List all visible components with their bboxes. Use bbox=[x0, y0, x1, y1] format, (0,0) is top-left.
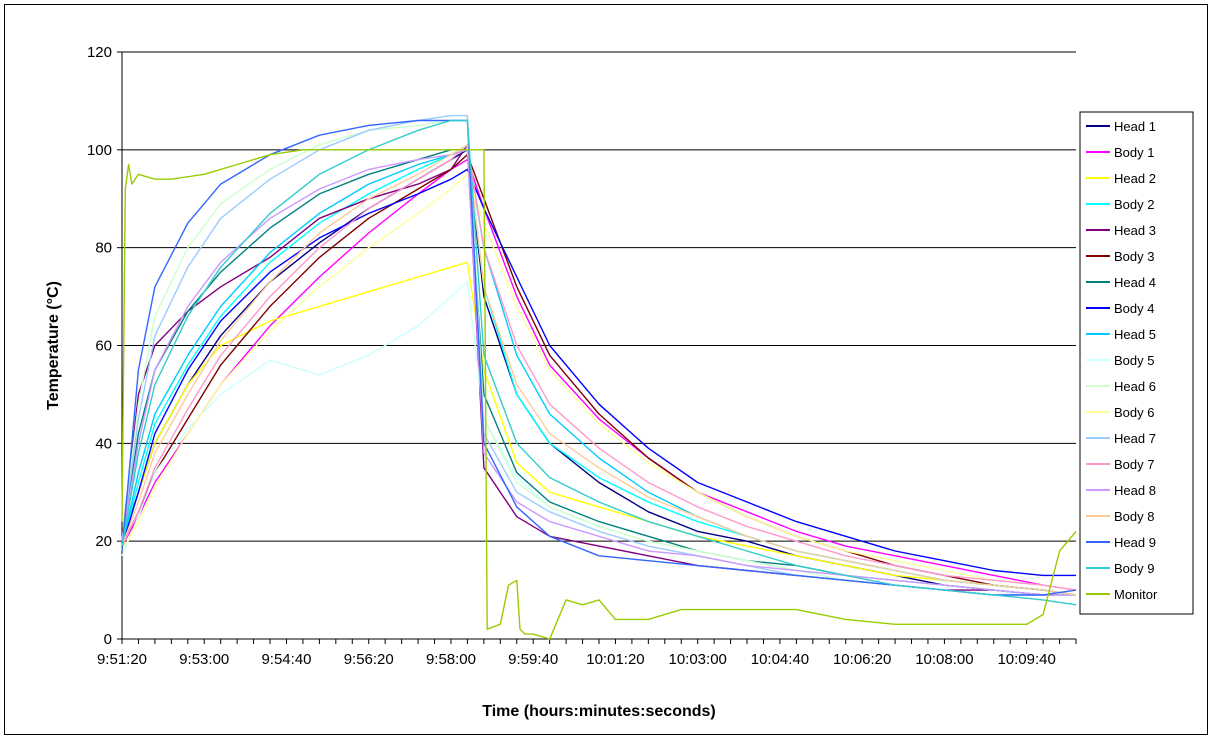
x-tick-label: 10:01:20 bbox=[586, 651, 644, 668]
x-tick-label: 10:06:20 bbox=[833, 651, 891, 668]
legend-label: Head 3 bbox=[1114, 223, 1156, 238]
legend-label: Body 8 bbox=[1114, 509, 1154, 524]
y-tick-label: 0 bbox=[104, 631, 112, 648]
y-tick-label: 100 bbox=[87, 142, 112, 159]
legend-label: Head 2 bbox=[1114, 171, 1156, 186]
x-tick-label: 10:03:00 bbox=[668, 651, 726, 668]
legend-box bbox=[1079, 111, 1194, 615]
series-line-body-4 bbox=[121, 168, 1076, 577]
x-tick-label: 9:54:40 bbox=[261, 651, 311, 668]
y-tick-label: 60 bbox=[95, 338, 112, 355]
series-line-head-3 bbox=[121, 144, 1076, 596]
legend-label: Head 7 bbox=[1114, 431, 1156, 446]
series-line-body-7 bbox=[121, 144, 1077, 591]
y-tick-label: 20 bbox=[95, 533, 112, 550]
series-line-body-6 bbox=[121, 173, 1077, 591]
x-tick-label: 10:04:40 bbox=[751, 651, 809, 668]
x-tick-label: 9:59:40 bbox=[508, 651, 558, 668]
legend-label: Head 9 bbox=[1114, 535, 1156, 550]
series-line-head-6 bbox=[121, 119, 1076, 596]
legend-label: Body 1 bbox=[1114, 145, 1154, 160]
legend-label: Body 4 bbox=[1114, 301, 1154, 316]
legend-label: Monitor bbox=[1114, 587, 1158, 602]
x-tick-label: 9:53:00 bbox=[179, 651, 229, 668]
legend-label: Body 6 bbox=[1114, 405, 1154, 420]
series-line-head-9 bbox=[121, 119, 1077, 596]
legend-label: Head 4 bbox=[1114, 275, 1156, 290]
axes: 0 20 40 60 80 100 120 9:51:20 9:53:00 9:54:40 9:56… bbox=[87, 44, 1077, 668]
series-line-body-5 bbox=[121, 281, 1076, 596]
series-line-body-1 bbox=[121, 158, 1077, 591]
series-line-head-7 bbox=[121, 114, 1076, 596]
y-tick-label: 40 bbox=[95, 435, 112, 452]
y-tick-label: 120 bbox=[87, 44, 112, 61]
series-lines bbox=[121, 114, 1077, 640]
chart-frame bbox=[4, 4, 1208, 735]
series-line-body-9 bbox=[121, 119, 1077, 606]
series-line-head-8 bbox=[121, 149, 1076, 596]
series-line-head-5 bbox=[121, 149, 1077, 596]
series-line-body-8 bbox=[121, 144, 1077, 596]
x-tick-label: 9:51:20 bbox=[97, 651, 147, 668]
series-line-monitor bbox=[121, 149, 1077, 640]
legend-label: Head 5 bbox=[1114, 327, 1156, 342]
series-line-body-2 bbox=[121, 149, 1077, 596]
x-axis-title: Time (hours:minutes:seconds) bbox=[482, 703, 716, 720]
series-line-body-3 bbox=[121, 153, 1077, 596]
legend-label: Body 2 bbox=[1114, 197, 1154, 212]
x-tick-label: 10:09:40 bbox=[997, 651, 1055, 668]
x-tick-label: 10:08:00 bbox=[915, 651, 973, 668]
y-tick-label: 80 bbox=[95, 240, 112, 257]
series-line-head-2 bbox=[121, 261, 1077, 596]
y-axis-title: Temperature (°C) bbox=[45, 281, 62, 410]
series-line-head-4 bbox=[121, 149, 1076, 596]
x-tick-label: 9:56:20 bbox=[344, 651, 394, 668]
legend-label: Body 7 bbox=[1114, 457, 1154, 472]
legend-label: Head 8 bbox=[1114, 483, 1156, 498]
series-line-head-1 bbox=[121, 149, 1076, 596]
x-tick-label: 9:58:00 bbox=[426, 651, 476, 668]
legend: Head 1 Body 1 Head 2 Body 2 Head 3 Body 3 Head… bbox=[1079, 111, 1194, 615]
legend-label: Head 1 bbox=[1114, 119, 1156, 134]
legend-label: Body 9 bbox=[1114, 561, 1154, 576]
legend-label: Body 5 bbox=[1114, 353, 1154, 368]
legend-label: Body 3 bbox=[1114, 249, 1154, 264]
legend-label: Head 6 bbox=[1114, 379, 1156, 394]
